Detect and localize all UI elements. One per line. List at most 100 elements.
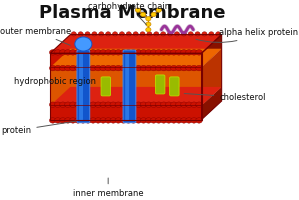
Circle shape — [105, 102, 112, 107]
Circle shape — [100, 50, 106, 55]
Circle shape — [115, 50, 122, 55]
Circle shape — [145, 50, 152, 55]
Circle shape — [135, 118, 142, 123]
Text: protein: protein — [1, 121, 76, 135]
Circle shape — [186, 102, 192, 107]
Circle shape — [209, 32, 214, 36]
Circle shape — [99, 32, 104, 36]
Circle shape — [110, 50, 117, 55]
Circle shape — [150, 102, 157, 107]
Circle shape — [70, 65, 76, 71]
Circle shape — [130, 118, 137, 123]
Circle shape — [202, 32, 207, 36]
Circle shape — [54, 102, 61, 107]
Circle shape — [191, 102, 197, 107]
Polygon shape — [50, 105, 202, 120]
Circle shape — [191, 50, 197, 55]
Circle shape — [65, 102, 71, 107]
Circle shape — [196, 50, 202, 55]
Circle shape — [95, 118, 101, 123]
FancyBboxPatch shape — [77, 50, 90, 123]
Circle shape — [120, 102, 127, 107]
Circle shape — [49, 65, 56, 71]
Circle shape — [167, 32, 173, 36]
Circle shape — [150, 65, 157, 71]
Circle shape — [120, 50, 127, 55]
FancyBboxPatch shape — [123, 50, 136, 123]
Circle shape — [125, 50, 132, 55]
Circle shape — [80, 50, 86, 55]
Circle shape — [80, 65, 86, 71]
Circle shape — [90, 102, 96, 107]
Circle shape — [140, 118, 147, 123]
Circle shape — [49, 118, 56, 123]
Polygon shape — [202, 49, 222, 105]
Circle shape — [125, 118, 132, 123]
Circle shape — [90, 65, 96, 71]
Circle shape — [176, 65, 182, 71]
Circle shape — [126, 32, 131, 36]
Circle shape — [135, 8, 141, 12]
Circle shape — [170, 118, 177, 123]
Circle shape — [196, 65, 202, 71]
Circle shape — [160, 50, 167, 55]
Circle shape — [90, 50, 96, 55]
Circle shape — [181, 50, 187, 55]
Polygon shape — [50, 53, 202, 67]
Circle shape — [195, 32, 200, 36]
Circle shape — [95, 65, 101, 71]
Circle shape — [146, 17, 151, 21]
Circle shape — [54, 65, 61, 71]
Circle shape — [71, 32, 76, 36]
Circle shape — [115, 102, 122, 107]
Circle shape — [49, 50, 56, 55]
Circle shape — [130, 50, 137, 55]
Circle shape — [150, 118, 157, 123]
Circle shape — [115, 65, 122, 71]
Circle shape — [119, 32, 124, 36]
Circle shape — [140, 65, 147, 71]
Circle shape — [140, 102, 147, 107]
Circle shape — [135, 50, 142, 55]
Circle shape — [174, 32, 179, 36]
Circle shape — [100, 118, 106, 123]
Text: cholesterol: cholesterol — [184, 93, 266, 102]
Circle shape — [165, 118, 172, 123]
Circle shape — [49, 102, 56, 107]
Circle shape — [60, 50, 66, 55]
Circle shape — [181, 65, 187, 71]
Circle shape — [60, 102, 66, 107]
Circle shape — [78, 32, 83, 36]
Ellipse shape — [75, 37, 92, 51]
Circle shape — [133, 32, 138, 36]
Circle shape — [170, 65, 177, 71]
Circle shape — [160, 102, 167, 107]
Text: inner membrane: inner membrane — [73, 178, 144, 198]
Polygon shape — [50, 67, 202, 105]
Circle shape — [135, 65, 142, 71]
Circle shape — [130, 102, 137, 107]
Circle shape — [155, 118, 162, 123]
Circle shape — [165, 102, 172, 107]
Polygon shape — [50, 49, 222, 67]
Circle shape — [170, 102, 177, 107]
Text: carbohydrate chain: carbohydrate chain — [89, 2, 170, 25]
Circle shape — [181, 118, 187, 123]
Circle shape — [191, 118, 197, 123]
Circle shape — [65, 65, 71, 71]
Circle shape — [160, 118, 167, 123]
Circle shape — [196, 102, 202, 107]
Circle shape — [85, 65, 91, 71]
Circle shape — [147, 32, 152, 36]
Circle shape — [146, 22, 151, 26]
Circle shape — [125, 65, 132, 71]
Circle shape — [112, 32, 118, 36]
Circle shape — [100, 102, 106, 107]
Circle shape — [75, 50, 81, 55]
Circle shape — [145, 118, 152, 123]
Circle shape — [75, 65, 81, 71]
Circle shape — [188, 32, 193, 36]
Circle shape — [141, 12, 146, 17]
Circle shape — [70, 102, 76, 107]
Circle shape — [54, 118, 61, 123]
